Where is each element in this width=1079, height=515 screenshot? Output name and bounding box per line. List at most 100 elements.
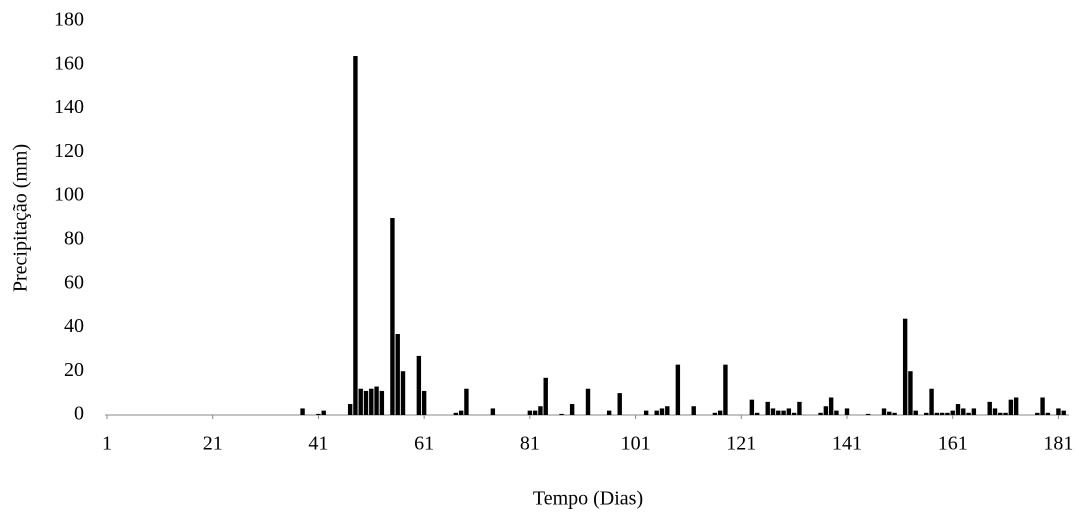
bar: [527, 410, 533, 415]
bar: [363, 390, 369, 415]
y-tick-label: 0: [74, 403, 84, 425]
bar: [421, 390, 427, 415]
bar: [374, 386, 379, 415]
bar: [453, 412, 459, 415]
bar: [844, 408, 850, 415]
y-tick-label: 20: [64, 359, 84, 381]
bar: [606, 410, 612, 415]
x-tick-label: 101: [621, 433, 651, 455]
bar: [934, 412, 940, 415]
bar: [395, 334, 400, 415]
bar: [464, 388, 469, 415]
bar: [987, 401, 992, 415]
bar: [939, 412, 945, 415]
x-tick-label: 1: [102, 433, 112, 455]
bar: [665, 406, 670, 415]
bar: [818, 412, 823, 415]
y-tick-label: 100: [54, 184, 84, 206]
x-tick-label: 81: [520, 433, 540, 455]
bar: [929, 388, 934, 415]
bar: [490, 408, 496, 415]
y-tick-label: 140: [54, 96, 84, 118]
bar: [1008, 399, 1014, 415]
bar: [1056, 408, 1061, 415]
x-tick-label: 161: [938, 433, 968, 455]
bar: [1045, 412, 1051, 415]
bar: [617, 393, 622, 415]
bar: [353, 56, 358, 416]
bar: [347, 404, 353, 415]
bar: [992, 408, 998, 415]
bar: [786, 408, 792, 415]
bar: [828, 397, 834, 415]
bar: [659, 408, 665, 415]
y-tick-label: 120: [54, 140, 84, 162]
bar: [559, 413, 564, 415]
bar: [321, 410, 326, 415]
bar: [902, 318, 908, 415]
bar: [458, 410, 464, 415]
bar: [712, 412, 718, 415]
bar: [781, 410, 786, 415]
y-tick-label: 80: [64, 227, 84, 249]
bar: [797, 401, 802, 415]
bar: [881, 408, 887, 415]
y-tick-label: 40: [64, 315, 84, 337]
bar: [749, 399, 755, 415]
bar: [913, 410, 918, 415]
bar: [416, 355, 422, 415]
x-axis-label: Tempo (Dias): [533, 488, 643, 510]
y-tick-label: 60: [64, 271, 84, 293]
bar: [300, 408, 305, 415]
bar: [654, 410, 659, 415]
bar: [955, 404, 961, 415]
bar: [1040, 397, 1045, 415]
bar: [379, 390, 385, 415]
bar: [791, 412, 797, 415]
bar: [369, 388, 374, 415]
bar: [675, 364, 681, 415]
bar: [887, 411, 892, 415]
y-axis-label: Precipitação (mm): [10, 144, 32, 292]
x-tick-label: 181: [1043, 433, 1073, 455]
bar: [643, 410, 649, 415]
bar: [358, 388, 363, 415]
x-tick-label: 41: [308, 433, 328, 455]
bar: [585, 388, 591, 415]
bar: [998, 412, 1003, 415]
bar: [966, 412, 971, 415]
bar: [945, 412, 950, 415]
bar: [765, 401, 770, 415]
x-tick-label: 121: [726, 433, 756, 455]
bar: [950, 410, 955, 415]
x-tick-label: 61: [414, 433, 434, 455]
y-tick-label: 160: [54, 52, 84, 74]
y-tick-label: 180: [54, 9, 84, 31]
bar: [754, 412, 760, 415]
bar: [569, 404, 575, 415]
bar: [1035, 412, 1040, 415]
x-tick-label: 21: [203, 433, 223, 455]
x-tick-label: 141: [832, 433, 862, 455]
bar: [961, 408, 966, 415]
bar: [717, 410, 723, 415]
bar: [1003, 412, 1008, 415]
bar: [971, 408, 977, 415]
bar: [538, 406, 543, 415]
bar: [1061, 410, 1066, 415]
bar: [723, 364, 728, 415]
bar: [316, 413, 321, 415]
bar: [823, 406, 829, 415]
bar: [400, 371, 406, 415]
bar: [865, 413, 871, 415]
bar: [908, 371, 913, 415]
bar: [532, 410, 538, 415]
bar: [770, 408, 776, 415]
bar: [776, 410, 781, 415]
bar: [924, 412, 929, 415]
bar: [892, 412, 897, 415]
bar: [691, 406, 696, 415]
bar: [543, 377, 548, 415]
bar: [390, 218, 395, 415]
